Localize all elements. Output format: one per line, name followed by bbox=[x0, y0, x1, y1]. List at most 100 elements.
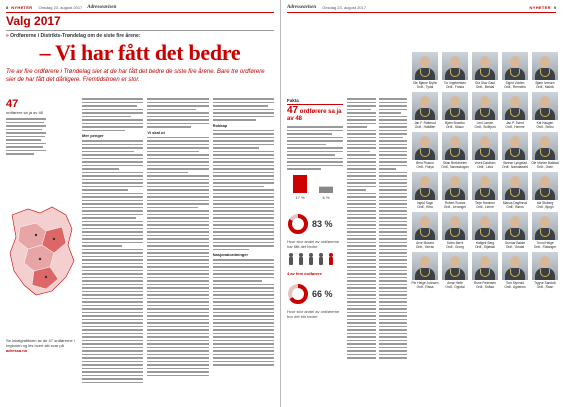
mayor-title: Ordf., Grong bbox=[446, 245, 464, 249]
mayor-photo bbox=[502, 52, 528, 80]
mayor-name: Jan P. Sverd bbox=[506, 121, 524, 125]
mayor-card: Leni Larsen Ordf., Snillfjord bbox=[471, 92, 499, 130]
mayor-card: Ola Olav Gaut Ordf., Meldal bbox=[471, 52, 499, 90]
mayor-title: Ordf., Flatanger bbox=[533, 245, 557, 249]
mayor-title: Ordf., Malvik bbox=[536, 85, 554, 89]
mayor-caption: Jan P. Sverd Ordf., Hemne bbox=[501, 121, 529, 129]
mayor-portrait-grid: Ole Bjarne Bryhn Ordf., Tydal Tor Ingebret… bbox=[411, 52, 559, 402]
mayor-title: Ordf., Lierne bbox=[476, 205, 494, 209]
mayor-caption: Kai Haugen Ordf., Selbu bbox=[531, 121, 559, 129]
mayor-photo bbox=[532, 252, 558, 280]
subhead-1: Mer penger bbox=[82, 133, 104, 138]
mayor-photo bbox=[412, 132, 438, 160]
mayor-card: Bjørn Iversen Ordf., Malvik bbox=[531, 52, 559, 90]
stat-value: 47 bbox=[6, 98, 19, 110]
mayor-title: Ordf., Roan bbox=[536, 285, 554, 289]
mayor-photo bbox=[412, 52, 438, 80]
kicker: » Ordførerne i Distrikts-Trøndelag om de… bbox=[6, 30, 274, 39]
mayor-photo bbox=[532, 132, 558, 160]
mayor-card: Marius Dagfinrud Ordf., Røros bbox=[501, 172, 529, 210]
mayor-title: Ordf., Hitra bbox=[417, 205, 433, 209]
mayor-title: Ordf., Tydal bbox=[416, 85, 434, 89]
donut-2-caption: Hvor stor andel av ordførerne tror det b… bbox=[287, 308, 340, 319]
stat-caption: ordførere sa ja av 48 bbox=[6, 110, 43, 115]
mayor-caption: Ole Morten Balstad Ordf., Osen bbox=[531, 161, 559, 169]
info-link[interactable]: adressa.no bbox=[6, 348, 28, 353]
mayor-card: Terje Hammer Ordf., Lierne bbox=[471, 172, 499, 210]
mayor-photo bbox=[472, 212, 498, 240]
mayor-card: Svein Bernt Ordf., Grong bbox=[441, 212, 469, 250]
mayor-card: Hallgeir Berg Ordf., Stjørdal bbox=[471, 212, 499, 250]
mayor-title: Ordf., Frøya bbox=[416, 165, 434, 169]
mayor-title: Ordf., Verran bbox=[415, 245, 435, 249]
right-column-1 bbox=[347, 98, 376, 398]
mayor-card: Sigrid Volden Ordf., Rennebu bbox=[501, 52, 529, 90]
left-section-label: NYHETER bbox=[11, 4, 33, 10]
mayor-caption: Jan F. Rotterud Ordf., Holtålen bbox=[411, 121, 439, 129]
mayor-photo bbox=[442, 132, 468, 160]
mayor-caption: Trond Helge Ordf., Flatanger bbox=[531, 241, 559, 249]
mayor-name: Ingrid Sogn bbox=[416, 201, 434, 205]
mayor-card: Steinar Lyngstad Ordf., Namdalseid bbox=[501, 132, 529, 170]
mayor-photo bbox=[442, 92, 468, 120]
mayor-title: Ordf., Orkdal bbox=[505, 245, 525, 249]
mayor-card: Arve Moseid Ordf., Verran bbox=[411, 212, 439, 250]
mayor-photo bbox=[442, 252, 468, 280]
donut-chart-2 bbox=[288, 283, 308, 304]
mayor-title: Ordf., Rissa bbox=[416, 285, 434, 289]
donut-chart-1 bbox=[288, 213, 308, 234]
right-column-2 bbox=[378, 98, 407, 398]
right-page-strip: Adresseavisen Onsdag 23. august 2017 NYH… bbox=[287, 3, 556, 11]
mayor-card: Tor Ingebretsen Ordf., Frosta bbox=[441, 52, 469, 90]
mayor-title: Ordf., Namdalseid bbox=[502, 165, 528, 169]
mayor-card: Trygve Sandvik Ordf., Roan bbox=[531, 252, 559, 290]
mayor-card: Tom Myrvold Ordf., Agdenes bbox=[501, 252, 529, 290]
mayor-caption: Svein Bernt Ordf., Grong bbox=[441, 241, 469, 249]
subhead-3: Rokkap bbox=[212, 122, 228, 128]
mayor-photo bbox=[502, 132, 528, 160]
mayor-name: Tor Ingebretsen bbox=[443, 81, 467, 85]
right-page-number: 9 bbox=[553, 4, 556, 10]
mayor-name: Trond Helge bbox=[536, 241, 554, 245]
mayor-card: Bjørn Brumbo Ordf., Skaun bbox=[441, 92, 469, 130]
kicker-text: Ordførerne i Distrikts-Trøndelag om de s… bbox=[10, 33, 141, 39]
mayor-card: Bent Fiskum Ordf., Frøya bbox=[411, 132, 439, 170]
subhead-2: Vi skal ut bbox=[147, 129, 165, 135]
mayor-caption: Robert Svarva Ordf., Levanger bbox=[441, 201, 469, 209]
mayor-title: Ordf., Meldal bbox=[475, 85, 495, 89]
mini-bar-label: 17 % bbox=[295, 195, 305, 200]
mayor-title: Ordf., Oppdal bbox=[445, 285, 465, 289]
mayor-name: Jan F. Rotterud bbox=[414, 121, 436, 125]
mayor-caption: Ola Olav Gaut Ordf., Meldal bbox=[471, 81, 499, 89]
mayor-name: Bjørn Iversen bbox=[535, 81, 555, 85]
mayor-caption: Ole Bjarne Bryhn Ordf., Tydal bbox=[411, 81, 439, 89]
mayor-name: Tom Myrvold bbox=[505, 281, 525, 285]
mayor-photo bbox=[502, 92, 528, 120]
kicker-prefix: » bbox=[6, 33, 9, 39]
mayor-title: Ordf., Holtålen bbox=[414, 125, 436, 129]
mayor-caption: Bjørn Brumbo Ordf., Skaun bbox=[441, 121, 469, 129]
mayor-caption: Stian Brekkveien Ordf., Namsskogan bbox=[441, 161, 469, 169]
mayor-caption: Tom Myrvold Ordf., Agdenes bbox=[501, 281, 529, 289]
mayor-photo bbox=[442, 52, 468, 80]
mayor-card: Ingrid Sogn Ordf., Hitra bbox=[411, 172, 439, 210]
right-article-columns bbox=[347, 98, 407, 398]
left-page-number: 8 bbox=[6, 4, 9, 10]
mayor-title: Ordf., Osen bbox=[536, 165, 554, 169]
donut-1-caption: Hvor stor andel av ordførerne har fått d… bbox=[287, 238, 340, 249]
mini-bar bbox=[319, 186, 333, 193]
mayor-card: Rune Pedersen Ordf., Snåsa bbox=[471, 252, 499, 290]
mayor-card: Amar Helle Ordf., Oppdal bbox=[441, 252, 469, 290]
mayor-card: Ida Stuberg Ordf., Bjugn bbox=[531, 172, 559, 210]
right-date: Onsdag 23. august 2017 bbox=[322, 4, 366, 10]
mini-bar bbox=[293, 174, 307, 193]
left-page: 8 NYHETER Onsdag 23. august 2017 Adresse… bbox=[0, 0, 281, 407]
col1-lines bbox=[82, 98, 144, 131]
right-brand: Adresseavisen bbox=[287, 4, 317, 10]
mayor-photo bbox=[412, 172, 438, 200]
mayor-card: Kai Haugen Ordf., Selbu bbox=[531, 92, 559, 130]
mayor-photo bbox=[412, 92, 438, 120]
mayor-photo bbox=[502, 212, 528, 240]
mayor-title: Ordf., Hemne bbox=[505, 125, 525, 129]
mayor-caption: Amar Helle Ordf., Oppdal bbox=[441, 281, 469, 289]
